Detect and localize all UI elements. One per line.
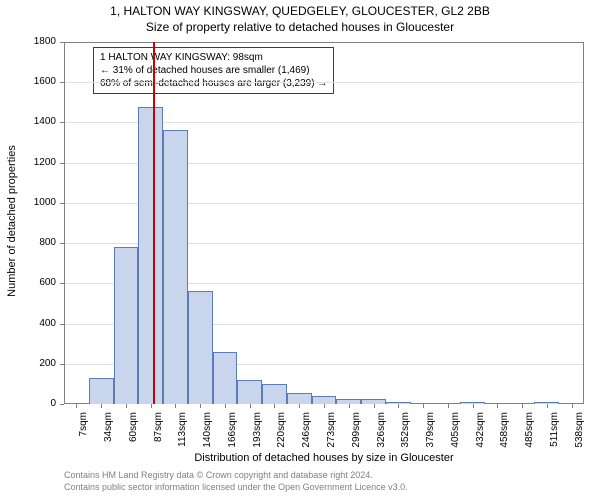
- x-tick-label: 485sqm: [524, 412, 535, 462]
- x-tick-label: 458sqm: [499, 412, 510, 462]
- histogram-bar: [138, 107, 163, 404]
- x-tick-label: 326sqm: [376, 412, 387, 462]
- y-tick-mark: [60, 283, 64, 284]
- x-tick-mark: [522, 404, 523, 408]
- y-tick-label: 800: [26, 237, 56, 248]
- x-tick-mark: [101, 404, 102, 408]
- x-tick-mark: [349, 404, 350, 408]
- footer-attribution: Contains HM Land Registry data © Crown c…: [64, 470, 408, 493]
- x-tick-mark: [473, 404, 474, 408]
- y-axis-label: Number of detached properties: [6, 141, 18, 301]
- annotation-line3: 68% of semi-detached houses are larger (…: [100, 77, 327, 90]
- x-tick-label: 511sqm: [549, 412, 560, 462]
- histogram-bar: [114, 247, 139, 404]
- y-tick-label: 1800: [26, 36, 56, 47]
- property-marker-line: [153, 42, 155, 404]
- x-tick-mark: [497, 404, 498, 408]
- x-tick-label: 246sqm: [301, 412, 312, 462]
- footer-line1: Contains HM Land Registry data © Crown c…: [64, 470, 408, 482]
- x-tick-label: 166sqm: [227, 412, 238, 462]
- histogram-bar: [213, 352, 238, 404]
- grid-line: [65, 82, 583, 83]
- x-tick-mark: [274, 404, 275, 408]
- y-tick-label: 1600: [26, 76, 56, 87]
- x-tick-label: 273sqm: [326, 412, 337, 462]
- x-tick-mark: [572, 404, 573, 408]
- y-tick-mark: [60, 163, 64, 164]
- histogram-bar: [312, 396, 337, 404]
- x-tick-mark: [374, 404, 375, 408]
- footer-line2: Contains public sector information licen…: [64, 482, 408, 494]
- x-tick-label: 7sqm: [78, 412, 89, 462]
- y-tick-mark: [60, 324, 64, 325]
- x-tick-label: 113sqm: [177, 412, 188, 462]
- histogram-bar: [188, 291, 213, 404]
- x-tick-mark: [225, 404, 226, 408]
- annotation-line2: ← 31% of detached houses are smaller (1,…: [100, 64, 327, 77]
- x-tick-label: 405sqm: [450, 412, 461, 462]
- x-tick-label: 432sqm: [475, 412, 486, 462]
- y-tick-label: 200: [26, 358, 56, 369]
- y-tick-label: 0: [26, 398, 56, 409]
- x-tick-label: 220sqm: [276, 412, 287, 462]
- annotation-box: 1 HALTON WAY KINGSWAY: 98sqm ← 31% of de…: [93, 47, 334, 94]
- histogram-bar: [163, 130, 188, 404]
- x-tick-mark: [398, 404, 399, 408]
- chart-title-address: 1, HALTON WAY KINGSWAY, QUEDGELEY, GLOUC…: [0, 4, 600, 18]
- histogram-bar: [89, 378, 114, 404]
- x-tick-mark: [547, 404, 548, 408]
- x-tick-mark: [250, 404, 251, 408]
- x-tick-label: 193sqm: [252, 412, 263, 462]
- x-tick-label: 538sqm: [574, 412, 585, 462]
- y-tick-mark: [60, 203, 64, 204]
- x-tick-label: 87sqm: [153, 412, 164, 462]
- x-tick-label: 379sqm: [425, 412, 436, 462]
- x-tick-mark: [200, 404, 201, 408]
- chart-title-subtitle: Size of property relative to detached ho…: [0, 20, 600, 34]
- y-tick-mark: [60, 122, 64, 123]
- x-tick-mark: [423, 404, 424, 408]
- y-tick-label: 400: [26, 318, 56, 329]
- x-tick-mark: [324, 404, 325, 408]
- x-tick-label: 352sqm: [400, 412, 411, 462]
- histogram-bar: [287, 393, 312, 404]
- histogram-bar: [262, 384, 287, 404]
- x-tick-mark: [126, 404, 127, 408]
- x-tick-mark: [299, 404, 300, 408]
- annotation-line1: 1 HALTON WAY KINGSWAY: 98sqm: [100, 51, 327, 64]
- x-tick-label: 60sqm: [128, 412, 139, 462]
- y-tick-mark: [60, 364, 64, 365]
- y-tick-label: 1200: [26, 157, 56, 168]
- x-tick-mark: [76, 404, 77, 408]
- chart-container: 1, HALTON WAY KINGSWAY, QUEDGELEY, GLOUC…: [0, 0, 600, 500]
- x-tick-mark: [175, 404, 176, 408]
- y-tick-mark: [60, 42, 64, 43]
- x-tick-label: 140sqm: [202, 412, 213, 462]
- y-tick-mark: [60, 404, 64, 405]
- x-tick-mark: [448, 404, 449, 408]
- histogram-bar: [237, 380, 262, 404]
- y-tick-label: 600: [26, 277, 56, 288]
- y-tick-mark: [60, 243, 64, 244]
- x-tick-label: 34sqm: [103, 412, 114, 462]
- y-tick-label: 1000: [26, 197, 56, 208]
- y-tick-label: 1400: [26, 116, 56, 127]
- y-tick-mark: [60, 82, 64, 83]
- x-tick-mark: [151, 404, 152, 408]
- x-tick-label: 299sqm: [351, 412, 362, 462]
